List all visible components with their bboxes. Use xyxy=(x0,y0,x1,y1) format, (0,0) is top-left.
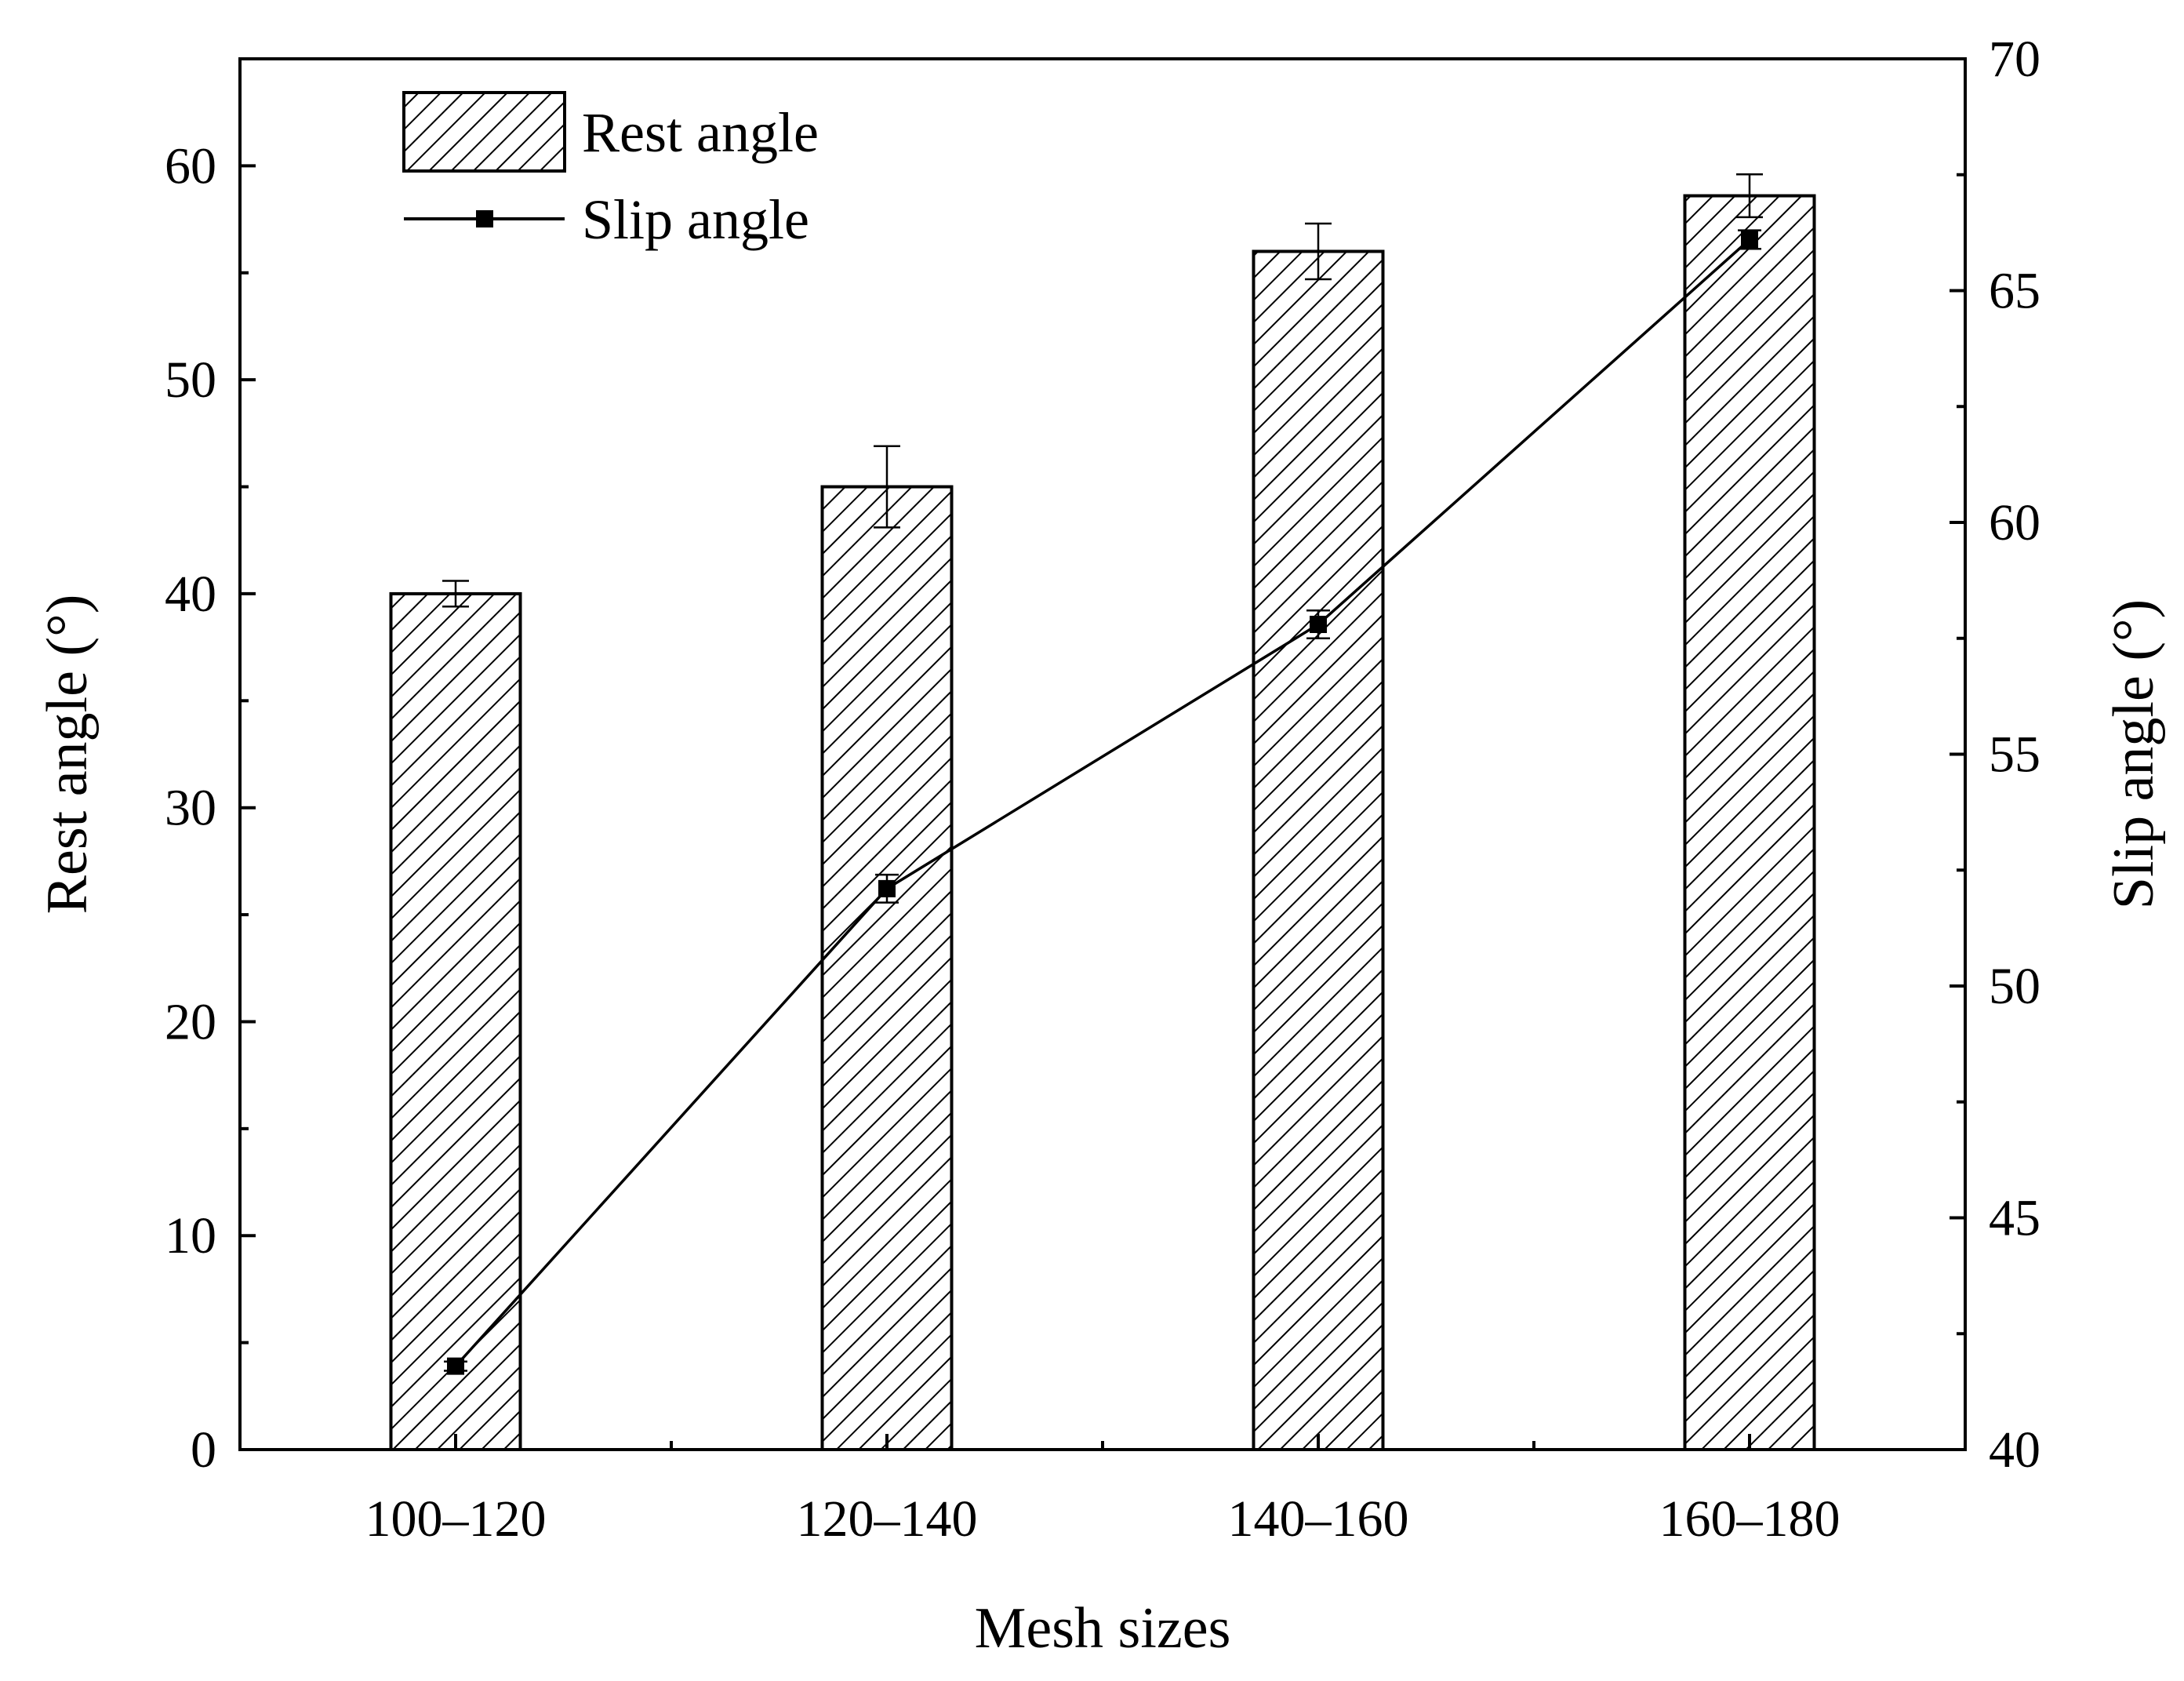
y-left-tick-label: 40 xyxy=(165,566,216,623)
legend-rest-angle-label: Rest angle xyxy=(582,101,819,164)
y-right-tick-label: 55 xyxy=(1989,726,2040,784)
slip-angle-point xyxy=(447,1357,464,1375)
y-left-tick-label: 10 xyxy=(165,1207,216,1264)
y-right-axis-title: Slip angle (°) xyxy=(2102,599,2166,909)
y-right-tick-label: 40 xyxy=(1989,1421,2040,1479)
legend-rest-angle-swatch xyxy=(402,91,566,173)
slip-angle-line xyxy=(454,238,1751,1367)
y-right-tick-label: 65 xyxy=(1989,263,2040,320)
y-right-tick-label: 60 xyxy=(1989,494,2040,551)
slip-line-layer xyxy=(444,229,1761,1375)
slip-angle-point xyxy=(1741,231,1758,249)
rest-angle-bar xyxy=(1683,194,1816,1452)
bars-layer xyxy=(389,173,1816,1452)
rest-angle-bar xyxy=(820,485,954,1451)
ticks-layer xyxy=(240,57,1965,1451)
x-axis-title: Mesh sizes xyxy=(975,1596,1231,1661)
y-left-tick-label: 0 xyxy=(191,1421,216,1479)
y-left-axis-title: Rest angle (°) xyxy=(35,595,100,915)
x-tick-label: 100–120 xyxy=(365,1490,547,1548)
legend-slip-angle-marker xyxy=(476,210,493,227)
y-left-tick-label: 30 xyxy=(165,780,216,837)
x-tick-label: 160–180 xyxy=(1659,1490,1841,1548)
rest-angle-bar xyxy=(1252,249,1385,1451)
x-tick-label: 120–140 xyxy=(797,1490,978,1548)
y-left-tick-label: 20 xyxy=(165,993,216,1050)
y-left-tick-label: 50 xyxy=(165,351,216,409)
x-tick-label: 140–160 xyxy=(1228,1490,1409,1548)
legend-slip-angle-label: Slip angle xyxy=(582,188,809,251)
y-right-tick-label: 50 xyxy=(1989,958,2040,1015)
y-left-tick-label: 60 xyxy=(165,137,216,195)
tick-labels-layer: 0 10 20 30 40 50 60 40 45 50 55 60 65 70 100–120 120–14… xyxy=(165,31,2040,1548)
legend: Rest angle Slip angle xyxy=(402,91,819,251)
y-right-tick-label: 45 xyxy=(1989,1190,2040,1247)
slip-angle-point xyxy=(878,879,896,897)
slip-angle-point xyxy=(1310,616,1327,634)
rest-angle-bar xyxy=(389,591,522,1451)
y-right-tick-label: 70 xyxy=(1989,31,2040,88)
